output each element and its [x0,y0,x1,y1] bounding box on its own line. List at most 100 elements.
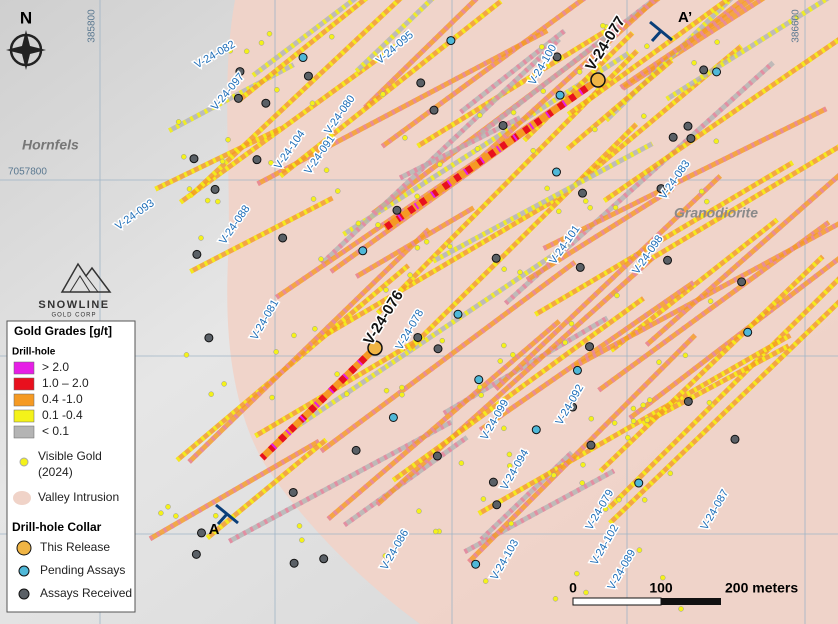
legend-label: This Release [40,540,110,554]
visible-gold [173,513,179,519]
collar [712,67,722,77]
legend-label: Assays Received [40,586,132,600]
visible-gold [568,320,575,327]
drill-trace-grade [321,192,566,339]
visible-gold [334,371,340,377]
rock-unit: Hornfels [22,137,79,153]
visible-gold [477,384,483,390]
visible-gold [592,126,598,133]
logo: SNOWLINE GOLD CORP [38,262,112,319]
collar [498,120,508,130]
visible-gold [198,235,204,241]
visible-gold [612,204,619,211]
visible-gold [480,496,487,502]
visible-gold [660,574,666,581]
drill-trace-grade [641,343,790,427]
visible-gold [309,100,316,107]
visible-gold [616,496,622,503]
legend-swatch [13,425,35,439]
collar [488,477,498,487]
collar [416,78,426,88]
legend-label: > 2.0 [42,360,69,374]
drill-trace-grade [608,299,838,525]
collar [730,434,740,444]
collar [446,36,456,46]
visible-gold [582,198,589,204]
visible-gold [506,463,513,469]
drill-trace-grade [432,141,654,264]
collar [233,93,243,103]
visible-gold [506,451,513,458]
visible-gold [562,339,568,346]
drill-trace-grade [602,37,838,203]
visible-gold [614,292,620,299]
visible-gold [630,405,637,412]
legend-label: < 0.1 [42,424,69,438]
legend-symbol [18,565,30,577]
drill-trace-grade [277,242,571,441]
visible-gold [587,205,593,211]
visible-gold [243,48,250,55]
visible-gold [551,472,557,479]
legend-symbol [16,540,32,556]
collar [432,451,442,461]
visible-gold [343,391,350,397]
valley-intrusion [227,0,838,624]
visible-gold [588,415,595,422]
visible-gold [186,186,193,192]
section-label: A’ [678,9,692,26]
section-marker [215,503,239,526]
visible-gold [268,160,274,166]
visible-gold [221,381,227,387]
collar [663,255,673,265]
rock-unit: Granodiorite [674,205,758,221]
visible-gold [510,352,516,358]
collar [585,342,595,352]
visible-gold [323,167,330,173]
visible-gold [328,33,335,40]
collar [491,253,501,263]
visible-gold [382,553,389,559]
drill-trace-grade [637,144,838,269]
scale-label: 200 meters [725,580,798,596]
visible-gold [501,266,507,272]
visible-gold [407,272,413,278]
visible-gold [383,387,390,394]
visible-gold [482,578,489,584]
collar [189,154,199,164]
visible-gold [296,523,303,529]
visible-gold [540,88,546,94]
legend-title: Gold Grades [g/t] [14,324,112,338]
collar [492,500,502,510]
visible-gold [579,480,585,486]
visible-gold [477,112,483,119]
section-label: A [209,521,220,538]
visible-gold [478,392,484,398]
collar [252,155,262,165]
compass-star [6,30,46,70]
collar [235,67,245,77]
drill-traces [148,0,838,612]
collar [191,549,201,559]
scale-label: 0 [569,580,577,596]
drill-trace-grade [355,205,475,279]
visible-gold [208,391,214,397]
collar [683,121,693,131]
visible-gold [647,397,653,403]
visible-gold [165,504,171,510]
legend-label: Visible Gold [38,449,102,463]
collar [288,487,298,497]
collar [392,205,402,215]
visible-gold [175,119,182,125]
section-marker [649,20,673,43]
visible-gold [703,198,710,205]
visible-gold [181,154,187,160]
logo-sub: GOLD CORP [51,313,96,319]
drill-trace-grade [416,26,612,149]
visible-gold [641,497,648,503]
visible-gold [706,399,713,406]
visible-gold [423,239,430,245]
drill-trace-grade [494,174,723,391]
visible-gold [574,570,580,577]
